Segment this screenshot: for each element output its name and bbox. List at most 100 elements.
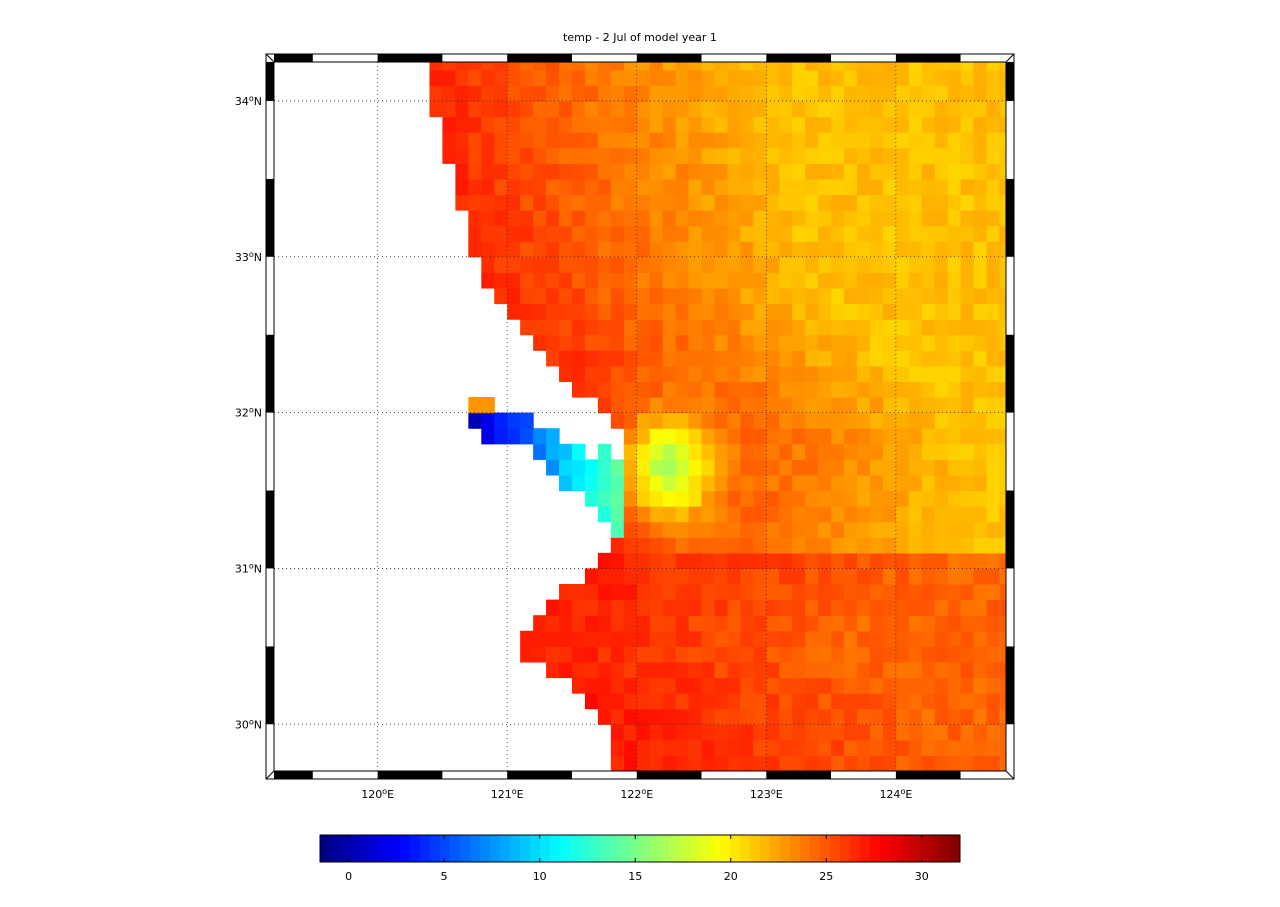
field-cell xyxy=(986,428,1001,445)
field-cell xyxy=(882,163,897,180)
field-cell xyxy=(960,693,975,710)
field-cell xyxy=(533,646,547,663)
longitude-tick-label: 121oE xyxy=(491,787,524,801)
field-cell xyxy=(571,241,586,258)
field-cell xyxy=(766,350,780,367)
field-cell xyxy=(869,599,884,616)
field-cell xyxy=(714,163,729,180)
field-cell xyxy=(701,506,716,523)
field-cell xyxy=(701,443,716,460)
field-cell xyxy=(882,521,897,538)
field-cell xyxy=(960,62,975,71)
field-cell xyxy=(584,693,599,710)
field-cell xyxy=(584,319,599,336)
field-cell xyxy=(999,490,1006,507)
field-cell xyxy=(636,521,651,538)
field-cell xyxy=(727,474,742,492)
field-cell xyxy=(882,630,897,647)
field-cell xyxy=(805,194,819,211)
field-cell xyxy=(662,272,677,289)
field-cell xyxy=(947,474,962,492)
field-cell xyxy=(584,646,599,663)
field-cell xyxy=(533,334,547,351)
field-cell xyxy=(869,412,884,429)
field-cell xyxy=(559,350,573,367)
field-cell xyxy=(986,225,1001,242)
field-cell xyxy=(908,615,923,632)
field-cell xyxy=(636,147,651,164)
field-cell xyxy=(559,85,573,102)
field-cell xyxy=(766,100,780,118)
field-cell xyxy=(844,116,858,133)
field-cell xyxy=(934,677,949,694)
field-cell xyxy=(882,272,897,289)
field-cell xyxy=(999,116,1006,133)
field-cell xyxy=(455,85,469,102)
field-cell xyxy=(818,397,832,414)
field-cell xyxy=(740,630,754,647)
field-cell xyxy=(869,132,884,149)
field-cell xyxy=(857,568,871,585)
field-cell xyxy=(857,599,871,616)
field-cell xyxy=(792,365,806,383)
field-cell xyxy=(559,178,573,196)
field-cell xyxy=(597,365,612,383)
field-cell xyxy=(662,100,677,118)
field-cell xyxy=(701,256,716,273)
frame-segment xyxy=(312,54,378,62)
field-cell xyxy=(675,350,690,367)
field-cell xyxy=(649,256,664,273)
field-cell xyxy=(675,506,690,523)
field-cell xyxy=(934,256,949,273)
field-cell xyxy=(792,646,806,663)
field-cell xyxy=(857,334,871,351)
field-cell xyxy=(831,459,845,476)
field-cell xyxy=(934,521,949,538)
colorbar-tick-label: 20 xyxy=(724,870,738,883)
field-cell xyxy=(947,739,962,757)
field-cell xyxy=(740,755,754,771)
field-cell xyxy=(701,428,716,445)
field-cell xyxy=(584,116,599,133)
field-cell xyxy=(805,677,819,694)
frame-segment xyxy=(1006,724,1014,771)
field-cell xyxy=(986,739,1001,757)
field-cell xyxy=(831,85,845,102)
field-cell xyxy=(869,241,884,258)
field-cell xyxy=(610,552,625,570)
field-cell xyxy=(999,256,1006,273)
frame-segment xyxy=(1006,100,1014,179)
field-cell xyxy=(895,521,910,538)
frame-outer-border xyxy=(265,53,1015,780)
field-cell xyxy=(844,319,858,336)
field-cell xyxy=(636,178,651,196)
field-cell xyxy=(494,412,508,429)
field-cell xyxy=(766,646,780,663)
field-cell xyxy=(533,194,547,211)
field-cell xyxy=(714,100,729,118)
colorbar-swatch xyxy=(560,835,571,862)
field-cell xyxy=(986,350,1001,367)
field-cell xyxy=(921,661,936,679)
field-cell xyxy=(921,724,936,741)
field-cell xyxy=(895,303,910,320)
field-cell xyxy=(831,147,845,164)
field-cell xyxy=(714,350,729,367)
field-cell xyxy=(468,163,482,180)
field-cell xyxy=(908,568,923,585)
field-cell xyxy=(973,210,988,227)
field-cell xyxy=(805,85,819,102)
field-cell xyxy=(597,210,612,227)
field-cell xyxy=(766,724,780,741)
field-cell xyxy=(481,428,495,445)
field-cell xyxy=(623,459,638,476)
field-cell xyxy=(507,241,521,258)
field-cell xyxy=(623,163,638,180)
field-cell xyxy=(973,615,988,632)
field-cell xyxy=(779,724,793,741)
field-cell xyxy=(701,303,716,320)
field-cell xyxy=(818,241,832,258)
field-cell xyxy=(636,568,651,585)
field-cell xyxy=(818,350,832,367)
field-cell xyxy=(623,69,638,86)
